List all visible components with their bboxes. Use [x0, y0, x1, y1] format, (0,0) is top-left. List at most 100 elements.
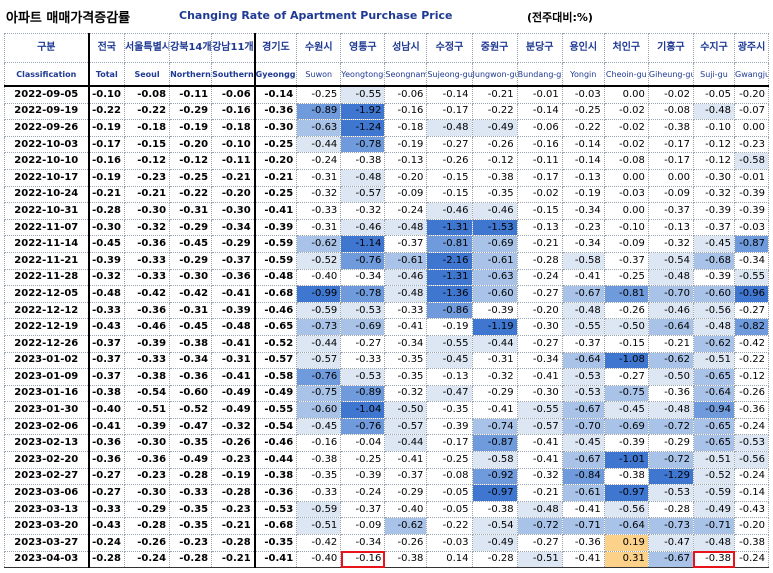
cell-suji: -0.65 [692, 417, 736, 436]
cell-southern_seoul: -0.30 [211, 202, 256, 220]
cell-sujeong: -0.81 [426, 235, 473, 253]
cell-gyeonggi: -0.68 [254, 517, 298, 536]
cell-giheung: -0.32 [647, 235, 694, 253]
cell-northern_seoul: -0.36 [169, 368, 213, 386]
cell-yeongtong: -0.39 [340, 467, 386, 486]
cell-cheoin: -0.56 [603, 500, 649, 519]
cell-northern_seoul: -0.28 [169, 550, 213, 569]
table-row: 2023-02-27 -0.27 -0.23 -0.28 -0.19 -0.38 -0.35… [3, 467, 769, 486]
cell-suwon: -0.44 [296, 135, 342, 154]
cell-yeongtong: -1.92 [340, 102, 386, 121]
cell-gyeonggi: -0.44 [254, 451, 298, 469]
header-suwon-en: Suwon [296, 62, 342, 87]
cell-northern_seoul: -0.28 [169, 467, 213, 486]
cell-sujeong: -0.55 [426, 334, 473, 353]
cell-jungwon: -0.12 [471, 152, 518, 170]
cell-seoul: -0.38 [123, 368, 171, 386]
cell-yongin: -0.67 [561, 401, 605, 419]
cell-southern_seoul: -0.11 [211, 152, 256, 170]
cell-seoul: -0.42 [123, 285, 171, 303]
row-date: 2023-02-06 [3, 417, 90, 436]
cell-bundang: -0.48 [516, 500, 563, 519]
header-northern_seoul-en: Northern seoul [169, 62, 213, 87]
title-korean: 아파트 매매가격증감률 [6, 11, 131, 26]
cell-total: -0.38 [88, 384, 125, 403]
table-row: 2022-10-31 -0.28 -0.30 -0.31 -0.30 -0.41 -0.33… [3, 202, 769, 220]
cell-southern_seoul: -0.21 [211, 517, 256, 536]
cell-jungwon: -0.49 [471, 119, 518, 137]
cell-yeongtong: -1.24 [340, 119, 386, 137]
cell-gyeonggi: -0.46 [254, 434, 298, 453]
cell-bundang: -0.24 [516, 268, 563, 287]
cell-seoul: -0.33 [123, 268, 171, 287]
cell-suwon: -0.33 [296, 484, 342, 502]
cell-suji: -0.62 [692, 334, 736, 353]
table-row: 2023-01-16 -0.38 -0.54 -0.60 -0.49 -0.49 -0.75… [3, 384, 769, 403]
cell-yongin: -0.67 [561, 451, 605, 469]
table-row: 2022-11-21 -0.39 -0.33 -0.29 -0.37 -0.59 -0.52… [3, 251, 769, 270]
cell-giheung: -0.62 [647, 351, 694, 370]
cell-seongnam: -0.06 [384, 85, 428, 104]
cell-gyeonggi: -0.55 [254, 401, 298, 419]
cell-jungwon: -0.61 [471, 251, 518, 270]
cell-gyeonggi: -0.21 [254, 168, 298, 187]
cell-gyeonggi: -0.41 [254, 550, 298, 569]
cell-seoul: -0.08 [123, 85, 171, 104]
header-gwangju-en: Gwangju [734, 62, 769, 87]
row-date: 2023-02-20 [3, 451, 90, 469]
cell-northern_seoul: -0.22 [169, 185, 213, 204]
cell-gyeonggi: -0.30 [254, 119, 298, 137]
table-row: 2023-01-02 -0.37 -0.33 -0.34 -0.31 -0.57 -0.57… [3, 351, 769, 370]
cell-total: -0.21 [88, 185, 125, 204]
header-jungwon-kr: 중원구 [471, 33, 518, 63]
cell-gwangju: -0.27 [734, 301, 769, 320]
cell-suwon: -0.33 [296, 202, 342, 220]
cell-southern_seoul: -0.41 [211, 334, 256, 353]
cell-suji: -0.52 [692, 467, 736, 486]
cell-bundang: -0.02 [516, 185, 563, 204]
cell-suji: -0.59 [692, 484, 736, 502]
cell-yeongtong: -0.33 [340, 351, 386, 370]
cell-bundang: -0.20 [516, 301, 563, 320]
row-date: 2022-12-26 [3, 334, 90, 353]
table-row: 2022-12-26 -0.37 -0.39 -0.38 -0.41 -0.52 -0.44… [3, 334, 769, 353]
cell-gyeonggi: -0.57 [254, 351, 298, 370]
header-seongnam-kr: 성남시 [384, 33, 428, 63]
cell-gwangju: 0.00 [734, 119, 769, 137]
cell-giheung: -0.47 [647, 534, 694, 552]
table-row: 2022-09-26 -0.19 -0.18 -0.19 -0.18 -0.30 -0.63… [3, 119, 769, 137]
cell-yongin: -0.55 [561, 318, 605, 336]
cell-sujeong: -0.17 [426, 434, 473, 453]
cell-seoul: -0.22 [123, 102, 171, 121]
row-date: 2023-01-09 [3, 368, 90, 386]
cell-giheung: -0.48 [647, 268, 694, 287]
cell-suji: -0.51 [692, 451, 736, 469]
cell-southern_seoul: -0.48 [211, 318, 256, 336]
cell-gyeonggi: -0.53 [254, 500, 298, 519]
table-row: 2023-03-13 -0.33 -0.29 -0.35 -0.23 -0.53 -0.59… [3, 500, 769, 519]
cell-cheoin: -0.64 [603, 517, 649, 536]
cell-cheoin: -0.03 [603, 185, 649, 204]
cell-cheoin: 0.19 [603, 534, 649, 552]
cell-jungwon: -1.19 [471, 318, 518, 336]
cell-bundang: -0.41 [516, 434, 563, 453]
cell-seongnam: -0.16 [384, 102, 428, 121]
table-row: 2022-11-14 -0.45 -0.36 -0.45 -0.29 -0.59 -0.62… [3, 235, 769, 253]
cell-gwangju: -0.58 [734, 152, 769, 170]
cell-yeongtong: -0.53 [340, 301, 386, 320]
cell-southern_seoul: -0.41 [211, 285, 256, 303]
cell-seoul: -0.23 [123, 467, 171, 486]
cell-bundang: -0.51 [516, 550, 563, 569]
cell-yeongtong: -1.04 [340, 401, 386, 419]
cell-suwon: -0.63 [296, 119, 342, 137]
cell-sujeong: -0.39 [426, 417, 473, 436]
cell-yeongtong: -0.16 [340, 550, 386, 569]
row-date: 2022-10-10 [3, 152, 90, 170]
cell-suwon: -0.52 [296, 251, 342, 270]
cell-gyeonggi: -0.68 [254, 285, 298, 303]
cell-suji: -0.48 [692, 534, 736, 552]
cell-sujeong: -0.25 [426, 451, 473, 469]
cell-yongin: -0.71 [561, 517, 605, 536]
cell-total: -0.48 [88, 285, 125, 303]
cell-jungwon: -0.29 [471, 384, 518, 403]
